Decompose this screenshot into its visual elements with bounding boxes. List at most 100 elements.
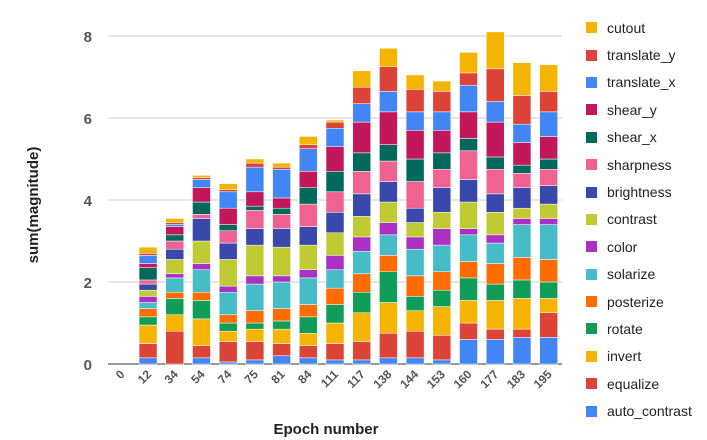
bar-segment-solarize — [325, 269, 345, 289]
bar-segment-sharpness — [272, 214, 291, 229]
legend-label: contrast — [607, 211, 657, 228]
bar-segment-translate-x — [299, 148, 318, 172]
bar-segment-shear-y — [512, 142, 532, 166]
bar-segment-shear-x — [138, 267, 158, 281]
bar-segment-translate-x — [192, 179, 211, 188]
bar-segment-color — [299, 269, 318, 279]
y-tick-label: 4 — [84, 193, 93, 210]
bar-segment-rotate — [459, 277, 478, 301]
bar-segment-solarize — [512, 224, 532, 258]
bar-segment-posterize — [272, 308, 291, 322]
bar-segment-equalize — [138, 343, 158, 359]
bar-segment-auto-contrast — [512, 337, 532, 365]
legend-item-posterize: posterize — [586, 288, 704, 315]
bar-segment-cutout — [352, 70, 371, 88]
bar-segment-posterize — [218, 314, 238, 324]
y-axis-title: sum(magnitude) — [25, 147, 42, 264]
legend-swatch — [586, 104, 597, 116]
y-tick-label: 8 — [84, 29, 92, 46]
bar-segment-rotate — [352, 292, 371, 313]
legend-label: solarize — [607, 266, 656, 283]
bar-segment-contrast — [379, 201, 398, 223]
bar-segment-solarize — [485, 242, 505, 264]
bar-segment-shear-x — [299, 187, 318, 205]
legend-item-auto-contrast: auto_contrast — [586, 397, 704, 424]
bar-segment-brightness — [218, 242, 238, 260]
bar-segment-equalize — [379, 333, 398, 359]
bar-segment-sharpness — [192, 214, 211, 219]
legend-item-contrast: contrast — [586, 206, 704, 233]
bar-segment-solarize — [218, 292, 238, 316]
bar-segment-equalize — [245, 341, 265, 361]
bar-segment-contrast — [485, 212, 505, 236]
bar-segment-shear-y — [299, 171, 318, 188]
bar-segment-solarize — [272, 281, 291, 309]
bar-segment-translate-y — [272, 166, 291, 170]
bar-segment-translate-y — [405, 89, 425, 113]
bar-segment-cutout — [245, 158, 265, 164]
legend-label: brightness — [607, 184, 672, 201]
bar-segment-auto-contrast — [432, 359, 452, 365]
bar-segment-brightness — [138, 283, 158, 291]
bar-segment-color — [512, 218, 532, 225]
bar-segment-translate-x — [138, 255, 158, 264]
x-tick-label: 12 — [135, 367, 155, 387]
bar-segment-shear-y — [405, 130, 425, 160]
bar-segment-shear-x — [432, 152, 452, 170]
legend-swatch — [586, 296, 597, 308]
x-tick-label: 177 — [477, 367, 501, 391]
bar-segment-auto-contrast — [138, 357, 158, 365]
bar-segment-equalize — [405, 330, 425, 359]
bar-segment-sharpness — [379, 160, 398, 182]
bar-segment-equalize — [299, 345, 318, 359]
bar-segment-rotate — [138, 316, 158, 326]
bar-segment-cutout — [325, 119, 345, 123]
legend-item-sharpness: sharpness — [586, 151, 704, 178]
bar-segment-translate-y — [325, 121, 345, 129]
legend-item-invert: invert — [586, 343, 704, 370]
bar-segment-invert — [459, 300, 478, 324]
bar-segment-solarize — [405, 248, 425, 277]
bar-segment-shear-y — [218, 207, 238, 225]
bar-segment-color — [192, 263, 211, 270]
bar-segment-contrast — [352, 216, 371, 238]
bar-segment-sharpness — [218, 230, 238, 244]
bar-segment-equalize — [192, 345, 211, 359]
bar-segment-posterize — [539, 259, 558, 283]
bar-segment-color — [218, 285, 238, 293]
bar-segment-sharpness — [485, 169, 505, 195]
bar-segment-translate-y — [138, 253, 158, 256]
bar-segment-shear-y — [272, 197, 291, 209]
bar-segment-shear-x — [512, 164, 532, 174]
legend-swatch — [586, 378, 597, 390]
bar-segment-invert — [352, 312, 371, 342]
legend-item-translate-x: translate_x — [586, 69, 704, 96]
bar-segment-equalize — [512, 328, 532, 338]
x-tick-label: 84 — [295, 367, 315, 387]
legend-item-shear-y: shear_y — [586, 96, 704, 123]
bar-segment-auto-contrast — [459, 339, 478, 365]
bar-segment-invert — [325, 322, 345, 344]
bar-segment-translate-y — [192, 177, 211, 180]
bar-segment-invert — [432, 306, 452, 336]
bar-segment-invert — [218, 330, 238, 342]
x-tick-label: 138 — [370, 367, 394, 391]
bar-segment-posterize — [379, 255, 398, 273]
bar-segment-color — [245, 275, 265, 285]
legend-label: sharpness — [607, 156, 672, 173]
legend-label: shear_y — [607, 101, 657, 118]
bar-segment-brightness — [299, 226, 318, 246]
bar-segment-color — [325, 255, 345, 270]
bar-segment-auto-contrast — [245, 359, 265, 365]
legend-item-brightness: brightness — [586, 178, 704, 205]
bar-segment-rotate — [245, 322, 265, 330]
bar-segment-posterize — [432, 271, 452, 291]
bar-segment-sharpness — [299, 203, 318, 227]
legend-swatch — [586, 241, 597, 253]
legend-swatch — [586, 186, 597, 198]
bar-segment-equalize — [272, 343, 291, 357]
bar-segment-contrast — [218, 259, 238, 287]
legend-label: posterize — [607, 293, 664, 310]
bar-segment-shear-x — [379, 144, 398, 162]
